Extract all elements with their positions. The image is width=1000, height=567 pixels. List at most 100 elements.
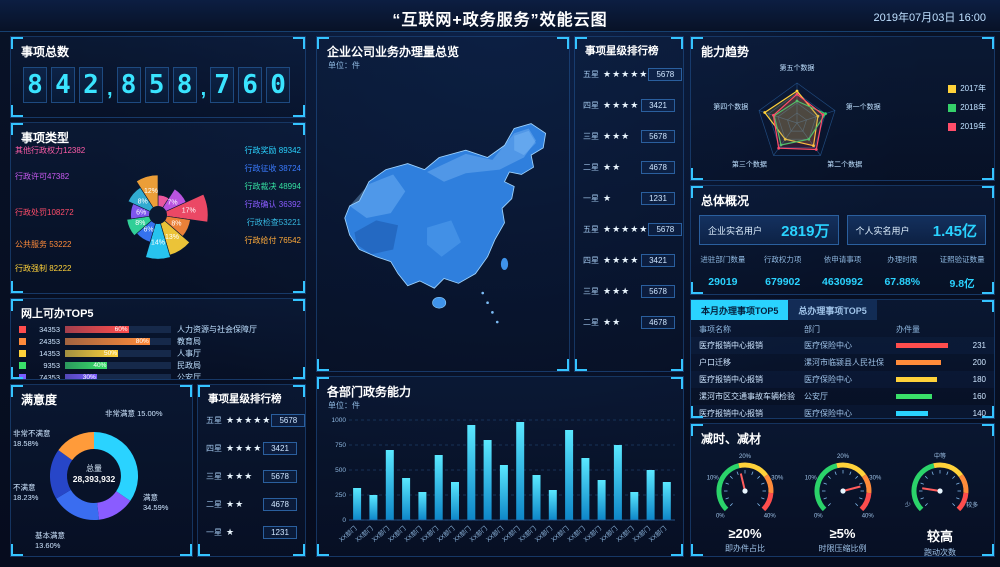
radar-legend: 2017年 2018年 2019年	[948, 75, 986, 140]
svg-text:XX部门: XX部门	[598, 524, 619, 543]
star-value: 1231	[641, 191, 675, 205]
slice-label: 行政征收 38724	[244, 164, 301, 173]
card-value: 2819万	[781, 222, 830, 240]
svg-text:XX部门: XX部门	[354, 524, 375, 543]
online-top5-bar: 80%	[65, 337, 171, 345]
star-tier-label: 二星	[583, 162, 599, 172]
legend-color	[948, 84, 957, 93]
star-rank-row: 二星 ★★ 4678	[206, 496, 297, 512]
svg-text:8%: 8%	[135, 220, 145, 227]
online-top5-bar: 30%	[65, 373, 171, 380]
item-name: 医疗报销中心报销	[699, 341, 763, 350]
stat-value: 67.88%	[884, 276, 921, 288]
svg-text:13%: 13%	[165, 234, 179, 241]
panel-online-top5: 网上可办TOP5 34353 60% 人力资源与社会保障厅 24353 80% 教育局 14…	[10, 298, 306, 380]
legend-item: 2019年	[948, 121, 986, 132]
svg-text:40%: 40%	[861, 514, 874, 520]
counter-digit: 7	[210, 67, 235, 103]
star-rank-row: 五星 ★★★★★ 5678	[583, 221, 683, 237]
gauge-caption: 时限压缩比例	[818, 544, 867, 553]
tab-total-top5[interactable]: 总办理事项TOP5	[788, 300, 877, 320]
card-label: 企业实名用户	[708, 225, 763, 236]
volume-bar	[896, 394, 932, 399]
table-row: 医疗报销中心报销 医疗保险中心 140	[691, 405, 994, 418]
svg-text:20%: 20%	[739, 454, 752, 460]
personal-users-card: 个人实名用户 1.45亿	[846, 215, 986, 245]
star-rank-row: 五星 ★★★★★ 5678	[583, 66, 683, 82]
svg-text:12%: 12%	[144, 188, 158, 195]
bar-percent-label: 80%	[135, 337, 149, 345]
counter-separator: ,	[200, 78, 207, 100]
svg-text:0: 0	[342, 517, 346, 524]
svg-text:10%: 10%	[804, 476, 817, 482]
table-body: 医疗报销中心报销 医疗保险中心 231 户口迁移 漯河市临颍县人民社保 200 医疗报销中心…	[691, 337, 994, 418]
column-header: 部门	[804, 325, 820, 334]
card-label: 个人实名用户	[855, 225, 910, 236]
svg-text:8%: 8%	[138, 199, 148, 206]
volume-value: 180	[972, 375, 986, 384]
stat-label: 进驻部门数量	[700, 255, 746, 264]
svg-text:30%: 30%	[869, 476, 882, 482]
online-top5-list: 34353 60% 人力资源与社会保障厅 24353 80% 教育局 14353 50% 人事厅…	[11, 324, 305, 380]
bar-percent-label: 30%	[82, 373, 96, 380]
counter-digit: 5	[144, 67, 169, 103]
star-value: 5678	[648, 222, 683, 236]
star-rank-row: 一星 ★ 1231	[583, 190, 675, 206]
svg-text:XX部门: XX部门	[647, 524, 668, 543]
star-icons: ★	[603, 192, 613, 203]
star-rank-row: 一星 ★ 1231	[206, 524, 297, 540]
counter-separator: ,	[107, 78, 113, 100]
satisfaction-donut-chart	[49, 432, 139, 520]
gauge-dial: 0% 10% 20% 30% 40%	[707, 454, 784, 520]
legend-item: 2018年	[948, 102, 986, 113]
svg-text:中等: 中等	[934, 452, 946, 460]
bar-percent-label: 50%	[103, 349, 117, 357]
online-top5-value: 24353	[39, 336, 60, 346]
item-name: 医疗报销中心报销	[699, 409, 763, 418]
stat-label: 证照验证数量	[939, 255, 985, 264]
star-icons: ★★★★	[226, 442, 263, 453]
legend-square	[19, 349, 26, 357]
slice-label: 行政许可47382	[15, 172, 70, 181]
item-dept: 医疗保险中心	[804, 375, 852, 384]
overview-stat: 行政权力项 679902	[753, 255, 813, 291]
online-top5-bar: 50%	[65, 349, 171, 357]
volume-bar	[896, 377, 937, 382]
panel-star-rank-side: 事项星级排行榜 五星 ★★★★★ 5678 四星 ★★★★ 3421 三星 ★★★ 5678 二星…	[574, 36, 684, 372]
overview-stat: 依申请事项 4630992	[813, 255, 873, 291]
online-top5-label: 人力资源与社会保障厅	[177, 324, 257, 334]
star-icons: ★★★★★	[226, 414, 272, 425]
legend-square	[19, 337, 26, 345]
item-volume-cell: 140	[896, 409, 986, 418]
bar-fill: 60%	[65, 325, 129, 333]
svg-text:7%: 7%	[167, 200, 177, 207]
counter-digit: 0	[266, 67, 291, 103]
star-value: 3421	[641, 253, 675, 267]
star-tier-label: 四星	[206, 443, 222, 453]
gauge-caption: 即办件占比	[725, 544, 765, 553]
svg-text:14%: 14%	[151, 239, 165, 246]
tab-monthly-top5[interactable]: 本月办理事项TOP5	[691, 300, 789, 320]
card-value: 1.45亿	[932, 222, 977, 240]
svg-text:10%: 10%	[707, 476, 720, 482]
bar-fill: 80%	[65, 337, 150, 345]
column-header: 办件量	[896, 325, 920, 334]
online-top5-row: 34353 60% 人力资源与社会保障厅	[19, 324, 297, 334]
star-tier-label: 二星	[206, 499, 222, 509]
star-icons: ★★★	[603, 130, 631, 141]
star-value: 1231	[263, 525, 297, 539]
star-value: 4678	[263, 497, 297, 511]
star-icons: ★	[226, 526, 236, 537]
online-top5-value: 9353	[43, 360, 60, 370]
panel-title: 事项类型	[21, 131, 70, 145]
panel-satisfaction: 满意度 总量 28,393,932 非常满意 15.00% 非常不满意 18.5…	[10, 384, 193, 557]
stat-value: 29019	[708, 276, 738, 288]
svg-text:第一个数据: 第一个数据	[846, 102, 881, 111]
online-top5-row: 24353 80% 教育局	[19, 336, 297, 346]
online-top5-value: 14353	[39, 348, 60, 358]
star-rank-row: 四星 ★★★★ 3421	[206, 440, 297, 456]
gauge-value: ≥20%	[728, 526, 762, 541]
table-row: 医疗报销中心报销 医疗保险中心 231	[691, 337, 994, 354]
map-unit-label: 单位：件	[328, 61, 360, 70]
